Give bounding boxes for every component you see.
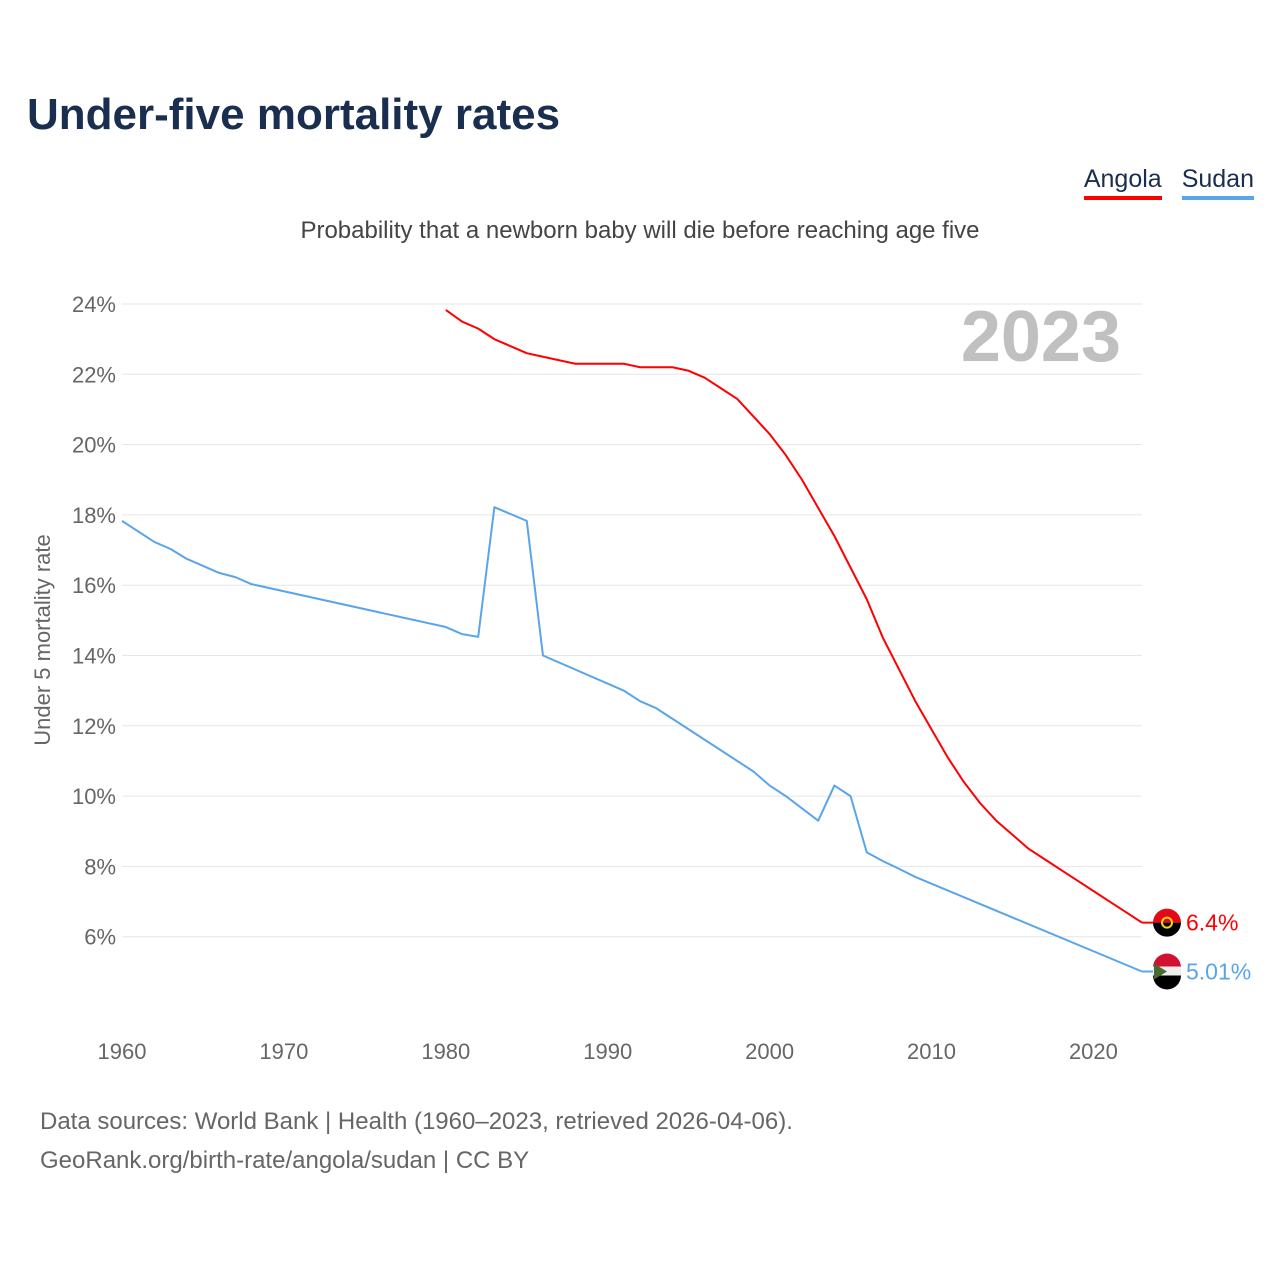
- y-axis-label: Under 5 mortality rate: [30, 534, 55, 746]
- angola-flag-icon: [1153, 908, 1181, 923]
- x-tick-label: 1970: [259, 1039, 308, 1064]
- source-line-2: GeoRank.org/birth-rate/angola/sudan | CC…: [40, 1147, 530, 1174]
- legend: Angola Sudan: [1083, 165, 1254, 200]
- x-tick-label: 1980: [421, 1039, 470, 1064]
- x-tick-label: 1960: [98, 1039, 147, 1064]
- end-value-label-angola: 6.4%: [1186, 910, 1238, 936]
- y-tick-label: 10%: [72, 784, 116, 809]
- series-line-angola: [445, 309, 1143, 924]
- y-tick-label: 6%: [84, 925, 116, 950]
- sudan-flag-icon: [1154, 963, 1167, 980]
- y-tick-label: 20%: [72, 433, 116, 458]
- angola-flag-icon: [1153, 922, 1181, 937]
- y-tick-label: 22%: [72, 362, 116, 387]
- year-label: 2023: [961, 297, 1121, 377]
- chart-title: Under-five mortality rates: [27, 90, 561, 139]
- sudan-flag-icon: [1153, 975, 1181, 990]
- legend-item-sudan[interactable]: Sudan: [1181, 165, 1254, 200]
- source-line-1: Data sources: World Bank | Health (1960–…: [40, 1108, 793, 1135]
- y-tick-label: 12%: [72, 714, 116, 739]
- x-tick-label: 2000: [745, 1039, 794, 1064]
- y-tick-label: 16%: [72, 573, 116, 598]
- y-tick-label: 8%: [84, 854, 116, 879]
- angola-emblem-icon: [1161, 916, 1173, 929]
- chart-subtitle: Probability that a newborn baby will die…: [300, 217, 980, 244]
- y-tick-label: 18%: [72, 503, 116, 528]
- y-tick-label: 14%: [72, 644, 116, 669]
- legend-item-angola[interactable]: Angola: [1083, 165, 1162, 200]
- x-tick-label: 2020: [1069, 1039, 1118, 1064]
- series-line-sudan: [121, 506, 1143, 973]
- x-tick-label: 1990: [583, 1039, 632, 1064]
- sudan-flag-icon: [1153, 953, 1181, 968]
- y-tick-label: 24%: [72, 292, 116, 317]
- end-value-label-sudan: 5.01%: [1186, 958, 1251, 984]
- x-tick-label: 2010: [907, 1039, 956, 1064]
